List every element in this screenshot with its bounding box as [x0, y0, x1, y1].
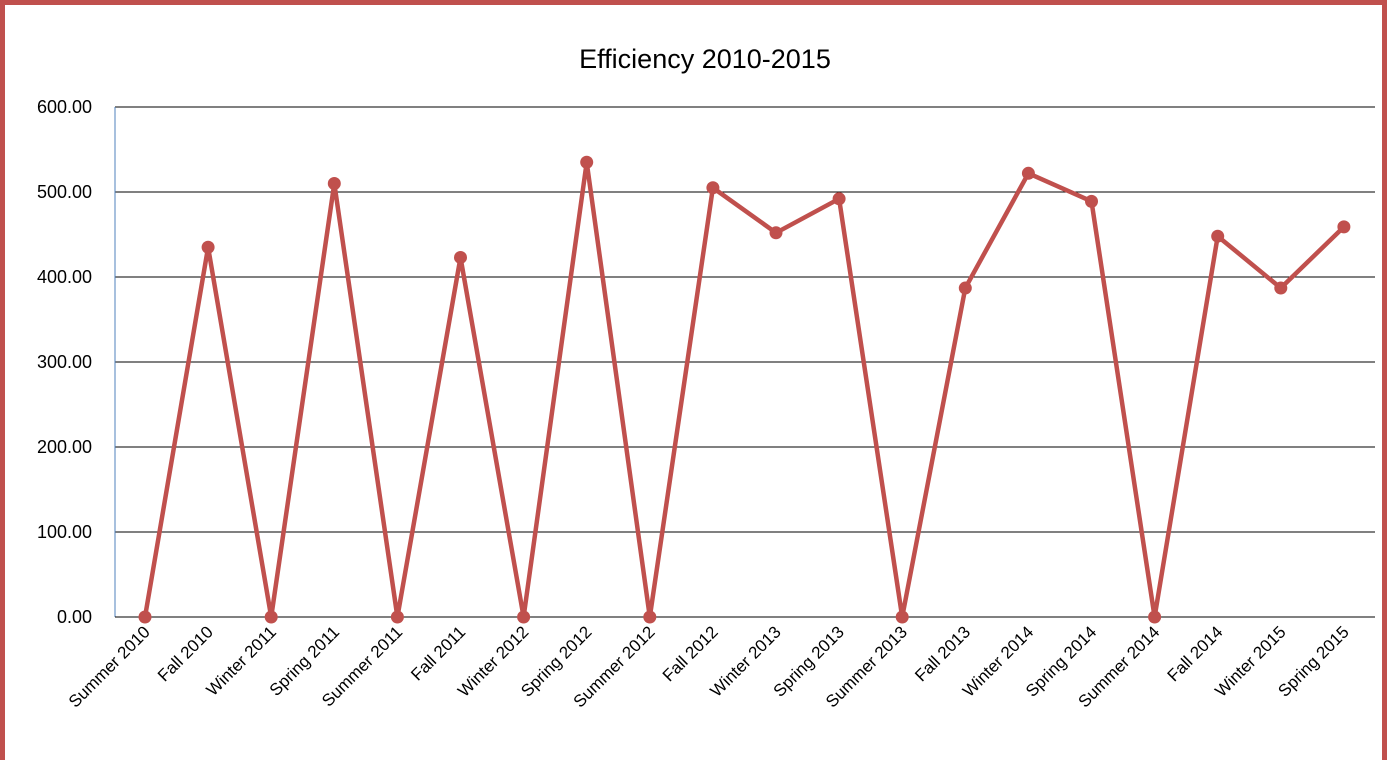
data-point: [1211, 229, 1225, 243]
y-tick-label: 200.00: [37, 437, 92, 457]
data-point: [769, 226, 783, 240]
data-point: [138, 610, 152, 624]
data-point: [327, 177, 341, 190]
x-tick-label: Fall 2012: [659, 622, 722, 685]
series-line-layer: [142, 160, 1347, 620]
data-point: [580, 155, 594, 169]
chart-title: Efficiency 2010-2015: [579, 44, 831, 74]
series-line: [142, 160, 1347, 620]
data-point: [643, 610, 657, 624]
data-point: [1337, 220, 1351, 234]
data-point: [832, 192, 846, 206]
line-chart: Efficiency 2010-2015 0.00 100.00 200.00 300…: [37, 44, 1375, 711]
data-point: [1085, 194, 1098, 208]
x-tick-label: Summer 2010: [65, 622, 154, 711]
x-tick-label: Fall 2010: [154, 622, 217, 685]
y-tick-label: 100.00: [37, 522, 92, 542]
x-tick-label: Fall 2013: [911, 622, 974, 685]
gridlines: [115, 106, 1375, 533]
data-point: [201, 240, 215, 254]
y-axis-tick-labels: 0.00 100.00 200.00 300.00 400.00 500.00 600.00: [37, 97, 92, 627]
axes: [114, 107, 1375, 618]
data-point: [706, 181, 720, 195]
y-tick-label: 400.00: [37, 267, 92, 287]
y-tick-label: 300.00: [37, 352, 92, 372]
data-point: [1021, 166, 1035, 180]
data-point: [264, 610, 278, 624]
data-points: [138, 155, 1351, 624]
y-tick-label: 600.00: [37, 97, 92, 117]
x-tick-label: Fall 2014: [1164, 622, 1227, 685]
x-tick-label: Fall 2011: [407, 622, 469, 684]
data-point: [1274, 281, 1288, 295]
data-point: [958, 281, 972, 295]
y-tick-label: 0.00: [57, 607, 92, 627]
y-tick-label: 500.00: [37, 182, 92, 202]
data-point: [895, 610, 909, 624]
data-point: [390, 610, 404, 624]
data-point: [454, 250, 467, 264]
data-point: [517, 610, 531, 624]
data-point: [1148, 610, 1162, 624]
